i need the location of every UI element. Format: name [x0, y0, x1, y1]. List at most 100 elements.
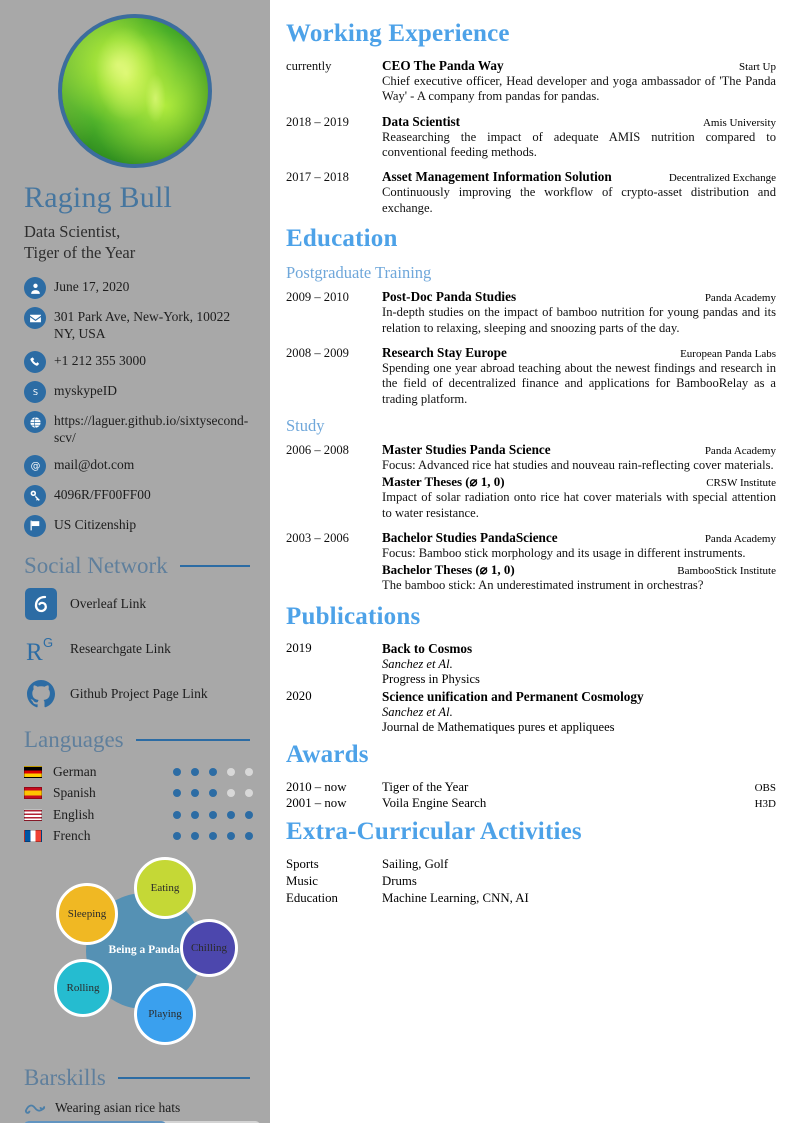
- extra-value: Drums: [382, 873, 417, 888]
- award-org: H3D: [754, 798, 776, 811]
- usa-flag: [24, 808, 42, 821]
- language-row: Spanish: [24, 782, 254, 804]
- entry-org: Panda Academy: [704, 533, 776, 546]
- extra-key: Music: [286, 873, 318, 888]
- languages-heading: Languages: [24, 727, 254, 753]
- contact-text: myskypeID: [54, 383, 117, 399]
- language-level-dot: [209, 789, 217, 798]
- person-icon: [24, 277, 46, 300]
- language-level-dot: [227, 789, 235, 798]
- avatar: [58, 14, 212, 168]
- bubble-label: Chilling: [190, 941, 228, 954]
- entry-date: 2003 – 2006: [286, 531, 349, 546]
- contact-text: 4096R/FF00FF00: [54, 486, 151, 502]
- cv-entry: 2009 – 2010 Post-Doc Panda Studies Panda A…: [286, 289, 776, 336]
- language-level: [173, 810, 253, 819]
- contact-text: +1 212 355 3000: [54, 353, 146, 369]
- language-level-dot: [227, 810, 235, 819]
- subsection-postgraduate-training: Postgraduate Training: [286, 263, 432, 283]
- contact-row[interactable]: 4096R/FF00FF00: [24, 484, 254, 507]
- languages-list: German Spanish English French: [24, 761, 254, 847]
- extra-key: Education: [286, 890, 338, 905]
- hat-icon: [24, 1099, 46, 1117]
- publication-authors: Sanchez et Al.: [382, 656, 453, 671]
- language-level-dot: [191, 767, 199, 776]
- contact-text: 301 Park Ave, New-York, 10022 NY, USA: [54, 309, 231, 342]
- section-awards: Awards: [286, 740, 369, 768]
- entry-description: Reasearching the impact of adequate AMIS…: [382, 129, 776, 160]
- section-extra-curricular-activities: Extra-Curricular Activities: [286, 818, 582, 845]
- language-level-dot: [209, 767, 217, 776]
- flag-icon: [24, 514, 46, 537]
- social-link-label: Overleaf Link: [70, 595, 147, 611]
- publication-journal: Journal de Mathematiques pures et appliq…: [382, 719, 615, 734]
- github-icon: [24, 677, 58, 711]
- cv-entry: 2006 – 2008 Master Studies Panda Science P…: [286, 442, 776, 521]
- overleaf-icon: [24, 587, 58, 621]
- bubble-chilling: Chilling: [180, 918, 238, 977]
- barskill-item: Wearing asian rice hats: [24, 1099, 260, 1123]
- language-level-dot: [173, 810, 181, 819]
- barskill-track: [24, 1120, 260, 1123]
- extra-key: Sports: [286, 857, 319, 871]
- language-level-dot: [173, 789, 181, 798]
- postgraduate-entries: 2009 – 2010 Post-Doc Panda Studies Panda A…: [286, 289, 776, 407]
- bubble-label: Rolling: [66, 981, 100, 994]
- svg-text:G: G: [43, 635, 53, 650]
- award-date: 2001 – now: [286, 796, 347, 811]
- contact-row[interactable]: 301 Park Ave, New-York, 10022 NY, USA: [24, 307, 254, 343]
- contact-row[interactable]: June 17, 2020: [24, 277, 254, 300]
- barskills-heading: Barskills: [24, 1065, 254, 1091]
- bubble-rolling: Rolling: [54, 958, 112, 1017]
- social-link-github[interactable]: Github Project Page Link: [24, 677, 254, 711]
- award-org: OBS: [754, 781, 776, 794]
- extra-entry: Music Drums: [286, 873, 776, 890]
- extra-entries: Sports Sailing, Golf Music Drums Education Ma…: [286, 856, 776, 907]
- social-network-heading-label: Social Network: [24, 552, 168, 578]
- thesis-description: Impact of solar radiation onto rice hat …: [382, 490, 776, 520]
- thesis-org: CRSW Institute: [706, 477, 776, 490]
- social-list: Overleaf Link R G Researchgate Link Github P…: [24, 587, 254, 711]
- at-icon: @: [24, 454, 46, 477]
- contact-row[interactable]: https://laguer.github.io/sixtysecond-scv…: [24, 411, 254, 447]
- thesis-org: BambooStick Institute: [677, 565, 776, 578]
- section-education: Education: [286, 225, 398, 253]
- extra-value: Sailing, Golf: [382, 857, 449, 871]
- award-title: Voila Engine Search: [382, 796, 487, 811]
- social-link-overleaf[interactable]: Overleaf Link: [24, 587, 254, 621]
- germany-flag: [24, 765, 42, 778]
- language-level: [173, 789, 253, 798]
- phone-icon: [24, 351, 46, 374]
- thesis-title: Master Theses (⌀ 1, 0): [382, 474, 505, 490]
- entry-org: Panda Academy: [704, 292, 776, 305]
- entry-date: currently: [286, 59, 332, 73]
- language-name: Spanish: [53, 785, 96, 801]
- entry-description: Focus: Bamboo stick morphology and its u…: [382, 546, 746, 561]
- entry-description: Chief executive officer, Head developer …: [382, 74, 776, 104]
- tagline-line-2: Tiger of the Year: [24, 242, 136, 262]
- contact-row[interactable]: +1 212 355 3000: [24, 351, 254, 374]
- barskill-fill: [24, 1120, 166, 1123]
- contact-row[interactable]: @ mail@dot.com: [24, 454, 254, 477]
- bubble-label: Eating: [150, 881, 180, 894]
- language-level-dot: [245, 767, 253, 776]
- entry-title: Post-Doc Panda Studies: [382, 289, 517, 305]
- experience-entries: currently CEO The Panda Way Start Up Chief …: [286, 58, 776, 216]
- publication-entry: 2019 Back to Cosmos Sanchez et Al. Progress…: [286, 641, 776, 687]
- heading-rule: [135, 738, 250, 741]
- language-name: English: [53, 806, 95, 822]
- contact-row[interactable]: US Citizenship: [24, 514, 254, 537]
- cv-entry: 2018 – 2019 Data Scientist Amis University…: [286, 114, 776, 161]
- language-level-dot: [209, 832, 217, 841]
- social-link-researchgate[interactable]: R G Researchgate Link: [24, 632, 254, 666]
- sidebar: Raging Bull Data Scientist, Tiger of the…: [0, 0, 270, 1123]
- publication-year: 2020: [286, 688, 312, 703]
- language-level-dot: [191, 789, 199, 798]
- entry-org: Amis University: [702, 116, 776, 129]
- entry-date: 2018 – 2019: [286, 114, 349, 129]
- bubble-label: Sleeping: [67, 907, 107, 920]
- entry-title: Data Scientist: [382, 113, 461, 129]
- entry-description: Focus: Advanced rice hat studies and nou…: [382, 457, 774, 472]
